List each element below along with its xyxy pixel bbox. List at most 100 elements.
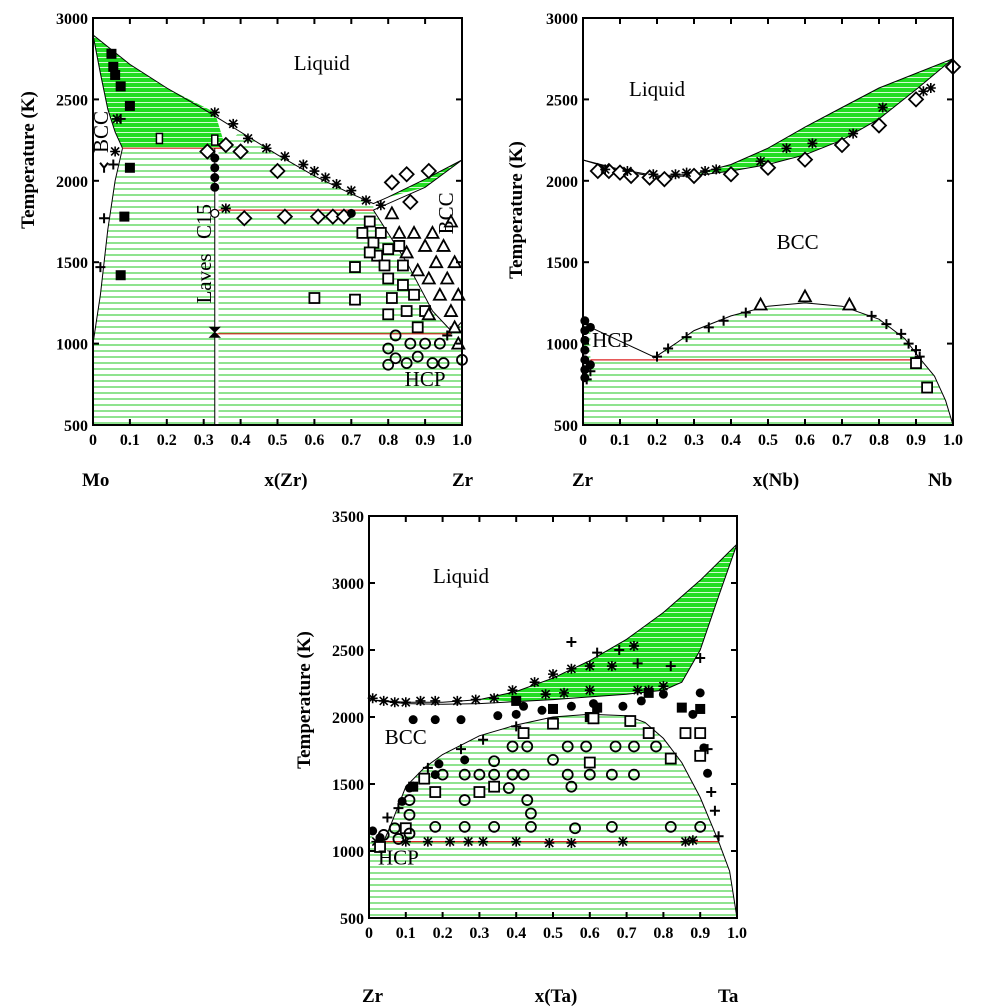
x-tick-label: 0.2	[157, 432, 177, 449]
data-point-sq-3	[115, 81, 126, 92]
data-point-sqo-66	[374, 226, 387, 239]
data-point-sqo-97	[679, 727, 692, 739]
data-point-circ-104	[403, 808, 416, 821]
data-point-star-11	[548, 669, 558, 680]
x-tick-label: 0.2	[647, 432, 667, 449]
data-point-sqo-99	[694, 749, 707, 762]
data-point-circ-47	[382, 358, 395, 371]
data-point-circ-107	[436, 768, 449, 781]
data-point-sqo-67	[378, 259, 391, 272]
y-tick-label: 1500	[332, 777, 364, 794]
zr-ta-phase-diagram: 500 1000 1500 2000 2500 3000 3500 0 0.1 0.2 0.3 0.4…	[294, 509, 747, 1007]
data-point-circ-120	[521, 794, 534, 806]
data-point-circ-133	[628, 768, 640, 781]
data-point-circ-54	[404, 337, 417, 350]
y-axis-label: Temperature (K)	[294, 631, 315, 769]
data-point-star-13	[261, 143, 272, 154]
data-point-star-0	[367, 693, 378, 704]
data-point-plus-42	[592, 647, 603, 658]
data-point-sqo-71	[382, 308, 395, 321]
data-point-circ-53	[389, 329, 402, 342]
data-point-tri-42	[753, 296, 769, 311]
data-point-circ-50	[411, 350, 424, 363]
data-point-tri-91	[439, 270, 455, 285]
data-point-tri-88	[428, 254, 444, 269]
data-point-circ-109	[458, 794, 471, 806]
data-point-star-12	[566, 663, 577, 674]
data-point-circ-124	[561, 740, 574, 753]
data-point-dia-29	[199, 143, 216, 160]
data-point-plus-28	[652, 351, 662, 362]
fill-l-bcc	[694, 58, 953, 175]
data-point-tri-98	[421, 306, 437, 321]
x-tick-label: 0	[89, 432, 97, 449]
data-point-star-18	[658, 681, 669, 692]
fill-miscibility-gap	[653, 302, 920, 359]
data-point-sq-7	[115, 270, 126, 281]
data-point-circ-57	[382, 342, 395, 355]
data-point-circ-114	[488, 755, 501, 768]
data-point-star-25	[877, 102, 888, 113]
x-tick-label: 0.9	[415, 432, 435, 449]
data-point-star-10	[529, 677, 540, 688]
data-point-dot-53	[580, 373, 590, 383]
data-point-plus-30	[681, 332, 692, 343]
data-point-plus-39	[478, 734, 489, 745]
y-tick-label: 2000	[546, 174, 578, 191]
data-point-star-29	[544, 837, 555, 848]
region-label-liquid: Liquid	[629, 77, 685, 101]
y-tick-label: 1000	[56, 337, 88, 354]
data-point-plus-40	[511, 721, 522, 732]
y-tick-label: 500	[554, 418, 578, 435]
y-tick-label: 2500	[56, 92, 88, 109]
data-point-star-20	[711, 164, 722, 175]
data-point-dot-66	[618, 701, 628, 711]
data-point-circ-126	[565, 780, 578, 793]
data-point-sq-81	[695, 703, 706, 714]
left-element-label: Zr	[572, 470, 594, 491]
data-point-sqo-94	[624, 715, 637, 727]
axis-ticks: 500 1000 1500 2000 2500 3000 0 0.1 0.2 0.3 0.4 0.5 0…	[546, 11, 963, 449]
x-tick-label: 0	[365, 925, 373, 942]
data-point-star-23	[400, 836, 411, 847]
data-point-sq-80	[676, 702, 687, 713]
data-point-star-24	[848, 128, 859, 139]
data-point-dot-61	[519, 701, 529, 711]
data-point-sqo-61	[349, 261, 361, 273]
data-point-sqo-46	[921, 381, 933, 394]
data-point-plus-38	[911, 345, 921, 356]
x-tick-label: 0.7	[832, 432, 852, 449]
data-point-circ-134	[628, 740, 640, 753]
data-point-star-7	[470, 694, 481, 705]
data-point-dot-67	[636, 696, 646, 706]
region-label-liquid: Liquid	[294, 51, 350, 75]
x-tick-label: 0.5	[758, 432, 778, 449]
data-point-circ-101	[388, 822, 401, 835]
axis-ticks: 500 1000 1500 2000 2500 3000 0 0.1 0.2 0.3 0.4 0.5 0…	[56, 11, 472, 449]
data-point-circ-123	[547, 753, 559, 766]
x-tick-label: 1.0	[452, 432, 472, 449]
data-point-dia-12	[907, 91, 925, 108]
y-tick-label: 3000	[332, 576, 364, 593]
data-point-star-14	[279, 151, 290, 162]
boundary-liquidus	[582, 58, 954, 177]
boundary-ta-solvus	[718, 841, 738, 919]
region-label-hcp: HCP	[405, 367, 446, 391]
data-point-circ-118	[517, 768, 530, 781]
data-point-circ-137	[694, 820, 707, 833]
y-tick-label: 1000	[332, 844, 364, 861]
region-labels: Liquid BCC BCC C15 Laves HCP	[89, 51, 458, 391]
data-point-plus-34	[866, 310, 877, 321]
data-point-plus-37	[422, 762, 433, 773]
data-point-tri-80	[384, 205, 400, 220]
data-point-circ-121	[525, 807, 537, 820]
data-point-circ-116	[506, 768, 519, 781]
x-tick-label: 0.7	[341, 432, 361, 449]
experimental-points	[367, 636, 724, 853]
data-point-sqo-73	[397, 259, 409, 272]
data-point-dot-72	[434, 759, 444, 769]
data-point-sqo-91	[547, 717, 559, 730]
data-point-circ-103	[403, 827, 416, 840]
data-point-dot-44	[210, 173, 220, 183]
boundary-bcc-zr-solvus	[372, 209, 452, 331]
